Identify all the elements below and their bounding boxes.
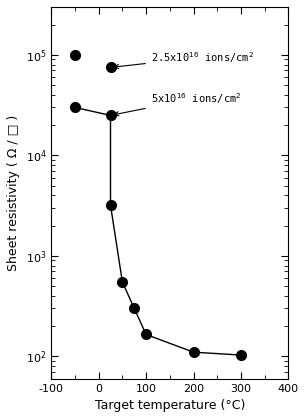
Text: 5x10$^{16}$ ions/cm$^2$: 5x10$^{16}$ ions/cm$^2$ — [114, 91, 241, 116]
X-axis label: Target temperature (°C): Target temperature (°C) — [95, 399, 245, 412]
Text: 2.5x10$^{16}$ ions/cm$^2$: 2.5x10$^{16}$ ions/cm$^2$ — [114, 50, 254, 69]
Y-axis label: Sheet resistivity ( Ω / □ ): Sheet resistivity ( Ω / □ ) — [7, 115, 20, 271]
